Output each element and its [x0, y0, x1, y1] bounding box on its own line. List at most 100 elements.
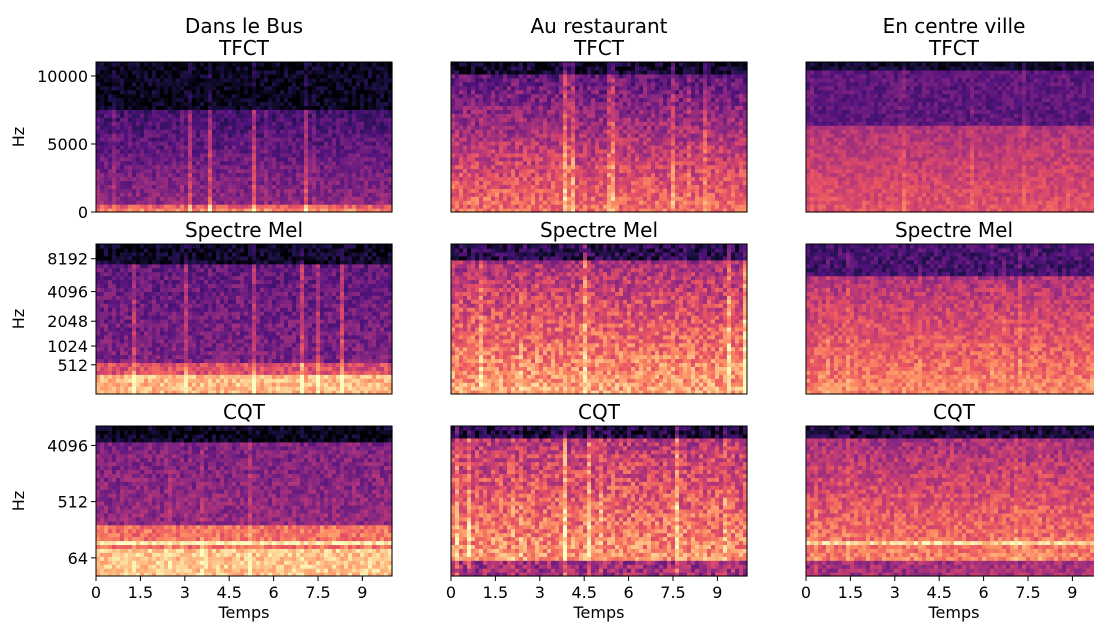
heatmap-cell — [160, 73, 165, 79]
heatmap-cell — [687, 109, 692, 114]
heatmap-cell — [475, 117, 480, 122]
heatmap-cell — [120, 89, 125, 95]
heatmap-cell — [184, 81, 189, 87]
heatmap-cell — [388, 188, 393, 193]
heatmap-cell — [715, 172, 720, 178]
heatmap-cell — [372, 200, 377, 205]
heatmap-cell — [671, 113, 676, 118]
heatmap-cell — [240, 140, 245, 146]
heatmap-cell — [639, 204, 644, 209]
heatmap-cell — [743, 156, 748, 162]
heatmap-cell — [116, 109, 121, 114]
heatmap-cell — [160, 129, 165, 134]
heatmap-cell — [156, 176, 161, 182]
heatmap-cell — [559, 200, 564, 205]
heatmap-cell — [703, 160, 708, 166]
heatmap-cell — [635, 105, 640, 110]
heatmap-cell — [136, 69, 141, 75]
heatmap-cell — [136, 73, 141, 79]
heatmap-cell — [595, 184, 600, 189]
heatmap-cell — [264, 160, 269, 166]
heatmap-cell — [272, 69, 277, 75]
heatmap-cell — [244, 77, 249, 83]
heatmap-cell — [607, 164, 612, 170]
heatmap-cell — [200, 200, 205, 205]
heatmap-cell — [483, 180, 488, 185]
heatmap-cell — [308, 144, 313, 150]
heatmap-cell — [256, 117, 261, 122]
heatmap-cell — [587, 144, 592, 150]
heatmap-cell — [112, 172, 117, 178]
heatmap-cell — [156, 101, 161, 107]
heatmap-cell — [156, 148, 161, 154]
heatmap-cell — [104, 172, 109, 178]
heatmap-cell — [695, 152, 700, 158]
heatmap-cell — [727, 172, 732, 178]
heatmap-cell — [324, 62, 329, 67]
heatmap-cell — [100, 93, 105, 99]
heatmap-cell — [687, 121, 692, 126]
heatmap-cell — [360, 152, 365, 158]
heatmap-cell — [739, 148, 744, 154]
heatmap-cell — [743, 188, 748, 193]
heatmap-cell — [531, 144, 536, 150]
heatmap-cell — [723, 196, 728, 201]
heatmap-cell — [264, 204, 269, 209]
heatmap-cell — [715, 164, 720, 170]
heatmap-cell — [248, 117, 253, 122]
heatmap-cell — [675, 172, 680, 178]
heatmap-cell — [312, 184, 317, 189]
heatmap-cell — [220, 73, 225, 79]
heatmap-cell — [380, 168, 385, 174]
heatmap-cell — [499, 129, 504, 134]
heatmap-cell — [699, 172, 704, 178]
heatmap-cell — [188, 188, 193, 193]
heatmap-cell — [723, 176, 728, 182]
heatmap-cell — [715, 101, 720, 107]
heatmap-cell — [388, 204, 393, 209]
heatmap-cell — [252, 97, 257, 103]
heatmap-cell — [216, 204, 221, 209]
heatmap-cell — [459, 117, 464, 122]
heatmap-cell — [463, 200, 468, 205]
heatmap-cell — [499, 133, 504, 138]
heatmap-cell — [495, 164, 500, 170]
heatmap-cell — [743, 137, 748, 142]
heatmap-cell — [332, 81, 337, 87]
heatmap-cell — [156, 97, 161, 103]
heatmap-cell — [100, 125, 105, 130]
heatmap-cell — [567, 121, 572, 126]
heatmap-cell — [567, 200, 572, 205]
heatmap-cell — [567, 180, 572, 185]
heatmap-cell — [683, 156, 688, 162]
heatmap-cell — [116, 121, 121, 126]
heatmap-cell — [96, 192, 101, 197]
heatmap-cell — [483, 148, 488, 154]
heatmap-cell — [204, 148, 209, 154]
heatmap-cell — [599, 144, 604, 150]
heatmap-cell — [272, 192, 277, 197]
heatmap-cell — [104, 97, 109, 103]
heatmap-cell — [336, 192, 341, 197]
heatmap-cell — [459, 125, 464, 130]
heatmap-cell — [268, 129, 273, 134]
heatmap-cell — [140, 184, 145, 189]
heatmap-cell — [364, 101, 369, 107]
heatmap-cell — [563, 200, 568, 205]
heatmap-cell — [523, 133, 528, 138]
heatmap-cell — [643, 109, 648, 114]
heatmap-cell — [104, 81, 109, 87]
heatmap-cell — [723, 101, 728, 107]
heatmap-cell — [124, 89, 129, 95]
heatmap-cell — [268, 137, 273, 142]
heatmap-cell — [240, 160, 245, 166]
heatmap-cell — [304, 204, 309, 209]
heatmap-cell — [703, 188, 708, 193]
heatmap-cell — [232, 101, 237, 107]
heatmap-cell — [224, 176, 229, 182]
heatmap-cell — [252, 196, 257, 201]
heatmap-cell — [563, 192, 568, 197]
heatmap-cell — [160, 204, 165, 209]
heatmap-cell — [627, 113, 632, 118]
heatmap-cell — [100, 73, 105, 79]
